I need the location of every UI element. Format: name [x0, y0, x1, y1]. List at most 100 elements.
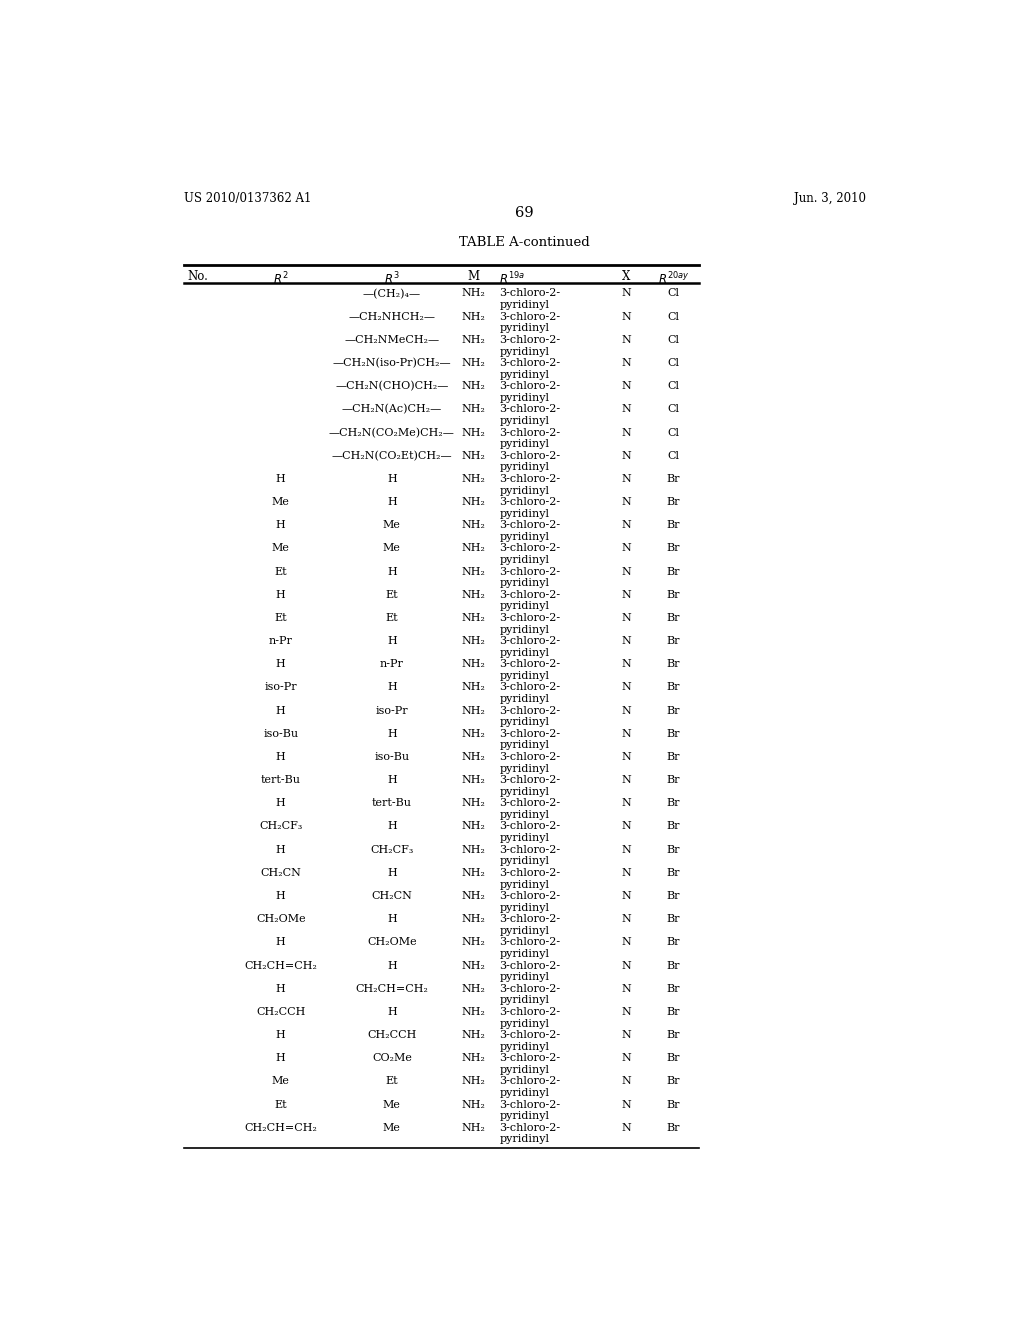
Text: N: N	[622, 799, 631, 808]
Text: Cl: Cl	[668, 312, 680, 322]
Text: H: H	[275, 1053, 286, 1063]
Text: 3-chloro-2-: 3-chloro-2-	[500, 612, 560, 623]
Text: 3-chloro-2-: 3-chloro-2-	[500, 428, 560, 437]
Text: N: N	[622, 335, 631, 345]
Text: Et: Et	[274, 1100, 287, 1110]
Text: N: N	[622, 729, 631, 739]
Text: NH₂: NH₂	[461, 659, 485, 669]
Text: N: N	[622, 845, 631, 854]
Text: N: N	[622, 428, 631, 437]
Text: 3-chloro-2-: 3-chloro-2-	[500, 544, 560, 553]
Text: 3-chloro-2-: 3-chloro-2-	[500, 1123, 560, 1133]
Text: Br: Br	[667, 1007, 680, 1016]
Text: H: H	[275, 983, 286, 994]
Text: N: N	[622, 312, 631, 322]
Text: CH₂OMe: CH₂OMe	[256, 915, 305, 924]
Text: pyridinyl: pyridinyl	[500, 648, 550, 657]
Text: N: N	[622, 636, 631, 645]
Text: H: H	[387, 682, 396, 693]
Text: N: N	[622, 1100, 631, 1110]
Text: Cl: Cl	[668, 428, 680, 437]
Text: 3-chloro-2-: 3-chloro-2-	[500, 799, 560, 808]
Text: Br: Br	[667, 682, 680, 693]
Text: N: N	[622, 1076, 631, 1086]
Text: Me: Me	[271, 1076, 290, 1086]
Text: H: H	[275, 474, 286, 484]
Text: N: N	[622, 1053, 631, 1063]
Text: Cl: Cl	[668, 358, 680, 368]
Text: 3-chloro-2-: 3-chloro-2-	[500, 1076, 560, 1086]
Text: CH₂OMe: CH₂OMe	[367, 937, 417, 948]
Text: NH₂: NH₂	[461, 520, 485, 531]
Text: 3-chloro-2-: 3-chloro-2-	[500, 682, 560, 693]
Text: NH₂: NH₂	[461, 544, 485, 553]
Text: Br: Br	[667, 729, 680, 739]
Text: H: H	[387, 1007, 396, 1016]
Text: 3-chloro-2-: 3-chloro-2-	[500, 474, 560, 484]
Text: Br: Br	[667, 474, 680, 484]
Text: 3-chloro-2-: 3-chloro-2-	[500, 520, 560, 531]
Text: pyridinyl: pyridinyl	[500, 857, 550, 866]
Text: pyridinyl: pyridinyl	[500, 370, 550, 380]
Text: pyridinyl: pyridinyl	[500, 300, 550, 310]
Text: NH₂: NH₂	[461, 1076, 485, 1086]
Text: —CH₂N(CO₂Me)CH₂—: —CH₂N(CO₂Me)CH₂—	[329, 428, 455, 438]
Text: H: H	[387, 915, 396, 924]
Text: CH₂CCH: CH₂CCH	[368, 1030, 417, 1040]
Text: N: N	[622, 891, 631, 902]
Text: N: N	[622, 450, 631, 461]
Text: NH₂: NH₂	[461, 1123, 485, 1133]
Text: Cl: Cl	[668, 335, 680, 345]
Text: 3-chloro-2-: 3-chloro-2-	[500, 752, 560, 762]
Text: 3-chloro-2-: 3-chloro-2-	[500, 289, 560, 298]
Text: CH₂CF₃: CH₂CF₃	[259, 821, 302, 832]
Text: Br: Br	[667, 983, 680, 994]
Text: H: H	[275, 590, 286, 599]
Text: H: H	[275, 752, 286, 762]
Text: NH₂: NH₂	[461, 566, 485, 577]
Text: 3-chloro-2-: 3-chloro-2-	[500, 775, 560, 785]
Text: N: N	[622, 1030, 631, 1040]
Text: NH₂: NH₂	[461, 428, 485, 437]
Text: N: N	[622, 775, 631, 785]
Text: pyridinyl: pyridinyl	[500, 602, 550, 611]
Text: N: N	[622, 520, 631, 531]
Text: NH₂: NH₂	[461, 498, 485, 507]
Text: iso-Bu: iso-Bu	[263, 729, 298, 739]
Text: Br: Br	[667, 961, 680, 970]
Text: $\mathit{R}^{3}$: $\mathit{R}^{3}$	[384, 271, 399, 286]
Text: NH₂: NH₂	[461, 983, 485, 994]
Text: Br: Br	[667, 1100, 680, 1110]
Text: NH₂: NH₂	[461, 961, 485, 970]
Text: CH₂CH=CH₂: CH₂CH=CH₂	[245, 1123, 317, 1133]
Text: Et: Et	[386, 1076, 398, 1086]
Text: pyridinyl: pyridinyl	[500, 462, 550, 473]
Text: Cl: Cl	[668, 381, 680, 391]
Text: Br: Br	[667, 1123, 680, 1133]
Text: 3-chloro-2-: 3-chloro-2-	[500, 1100, 560, 1110]
Text: 3-chloro-2-: 3-chloro-2-	[500, 659, 560, 669]
Text: $\mathit{R}^{20ay}$: $\mathit{R}^{20ay}$	[657, 271, 689, 286]
Text: NH₂: NH₂	[461, 845, 485, 854]
Text: pyridinyl: pyridinyl	[500, 508, 550, 519]
Text: NH₂: NH₂	[461, 1030, 485, 1040]
Text: pyridinyl: pyridinyl	[500, 578, 550, 589]
Text: NH₂: NH₂	[461, 404, 485, 414]
Text: Me: Me	[383, 1123, 400, 1133]
Text: 3-chloro-2-: 3-chloro-2-	[500, 867, 560, 878]
Text: —(CH₂)₄—: —(CH₂)₄—	[362, 289, 421, 298]
Text: N: N	[622, 544, 631, 553]
Text: pyridinyl: pyridinyl	[500, 323, 550, 334]
Text: Et: Et	[386, 612, 398, 623]
Text: iso-Bu: iso-Bu	[375, 752, 410, 762]
Text: Cl: Cl	[668, 450, 680, 461]
Text: Me: Me	[383, 1100, 400, 1110]
Text: NH₂: NH₂	[461, 312, 485, 322]
Text: CH₂CH=CH₂: CH₂CH=CH₂	[245, 961, 317, 970]
Text: N: N	[622, 937, 631, 948]
Text: 3-chloro-2-: 3-chloro-2-	[500, 706, 560, 715]
Text: NH₂: NH₂	[461, 474, 485, 484]
Text: pyridinyl: pyridinyl	[500, 347, 550, 356]
Text: 3-chloro-2-: 3-chloro-2-	[500, 358, 560, 368]
Text: M: M	[467, 271, 479, 284]
